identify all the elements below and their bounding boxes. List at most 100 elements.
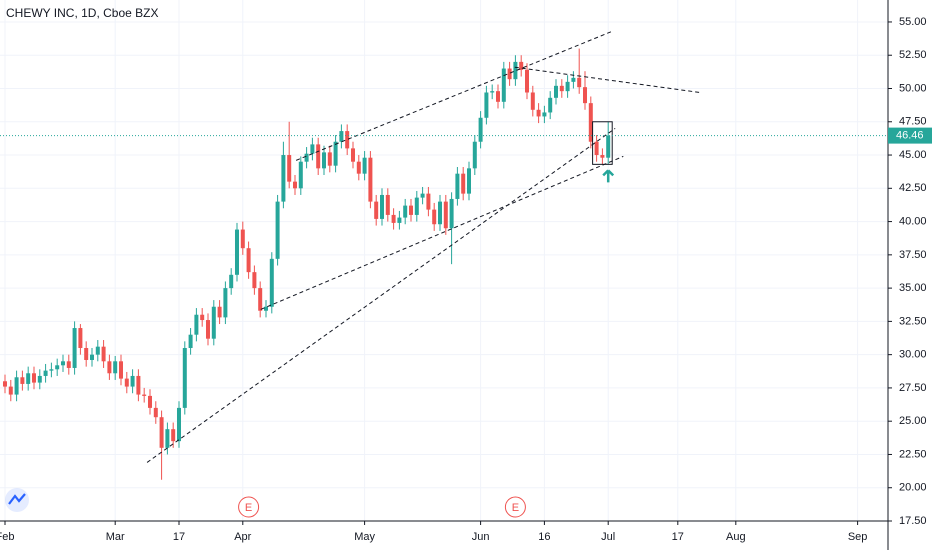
event-label: E (512, 502, 519, 514)
x-tick-label: May (354, 531, 375, 543)
candle-body (571, 77, 576, 82)
candle-body (565, 81, 570, 92)
candle-body (420, 193, 425, 198)
candle-body (287, 155, 292, 182)
candle-body (327, 152, 332, 166)
candle-body (490, 91, 495, 93)
candle-body (8, 386, 13, 395)
candle-body (437, 201, 442, 225)
trend-line (146, 128, 616, 463)
candle-body (188, 334, 193, 348)
x-tick-label: Aug (726, 531, 746, 543)
price-label-bg (888, 127, 932, 144)
candle-body (130, 375, 135, 387)
candle-body (101, 346, 106, 362)
candle-body (43, 370, 48, 376)
candle-body (368, 157, 373, 202)
candle-body (548, 97, 553, 113)
candle-body (2, 381, 7, 387)
candle-body (72, 328, 77, 368)
candle-body (350, 148, 355, 162)
y-tick-label: 32.50 (899, 315, 927, 327)
x-tick-label: 16 (538, 531, 550, 543)
x-tick-label: Sep (848, 531, 868, 543)
candle-body (478, 117, 483, 142)
x-tick-label: Mar (106, 531, 125, 543)
candle-body (263, 306, 268, 311)
y-tick-label: 17.50 (899, 515, 927, 527)
candle-body (536, 109, 541, 117)
candle-body (182, 347, 187, 408)
candle-body (443, 201, 448, 229)
candle-body (49, 369, 54, 371)
x-tick-label: Jun (472, 531, 490, 543)
logo (5, 488, 29, 512)
candle-body (118, 361, 123, 379)
trend-line (260, 155, 624, 310)
candle-body (507, 68, 512, 80)
candle-body (513, 61, 518, 80)
trend-line (514, 66, 700, 93)
candle-body (20, 377, 25, 384)
candle-body (519, 61, 524, 70)
y-tick-label: 40.00 (899, 215, 927, 227)
candle-body (583, 87, 588, 104)
candle-body (298, 161, 303, 189)
candle-body (194, 314, 199, 335)
candle-body (577, 77, 582, 88)
logo-mark (8, 493, 26, 505)
candle-body (345, 131, 350, 149)
candle-body (107, 361, 112, 374)
candle-body (403, 205, 408, 218)
candle-body (362, 157, 367, 174)
candle-body (84, 347, 89, 360)
candle-body (275, 201, 280, 259)
candle-body (588, 103, 593, 142)
candle-body (200, 314, 205, 321)
candle-body (542, 112, 547, 117)
candle-body (205, 320, 210, 339)
candle-body (78, 328, 83, 348)
candle-body (397, 217, 402, 223)
y-tick-label: 27.50 (899, 382, 927, 394)
candle-body (333, 141, 338, 166)
candle-body (136, 375, 141, 395)
candle-body (339, 131, 344, 142)
y-tick-label: 35.00 (899, 282, 927, 294)
candle-body (89, 354, 94, 360)
arrow (602, 169, 615, 183)
candle-body (31, 373, 36, 383)
highlight-box (592, 121, 613, 165)
candle-body (391, 214, 396, 223)
candle-body (269, 258, 274, 307)
y-tick-label: 55.00 (899, 16, 927, 28)
candle-body (55, 365, 60, 370)
candle-body (385, 194, 390, 215)
candle-body (432, 209, 437, 225)
candle-body (379, 194, 384, 219)
candle-body (176, 407, 181, 442)
event-label: E (245, 502, 252, 514)
candle-body (461, 173, 466, 194)
y-tick-label: 20.00 (899, 482, 927, 494)
candle-body (321, 152, 326, 169)
candle-body (66, 361, 71, 368)
event-marker (238, 496, 260, 518)
candle-body (217, 306, 222, 318)
candle-body (171, 429, 176, 442)
candle-body (594, 141, 599, 156)
candle-body (530, 92, 535, 110)
y-tick-label: 25.00 (899, 415, 927, 427)
y-tick-label: 50.00 (899, 82, 927, 94)
candle-body (124, 378, 129, 387)
candle-body (554, 85, 559, 98)
candle-body (316, 144, 321, 169)
candle-body (142, 394, 147, 396)
candle-body (310, 144, 315, 154)
grid (0, 0, 888, 522)
candle-body (495, 91, 500, 102)
plot (0, 30, 888, 480)
candle-body (292, 181, 297, 189)
